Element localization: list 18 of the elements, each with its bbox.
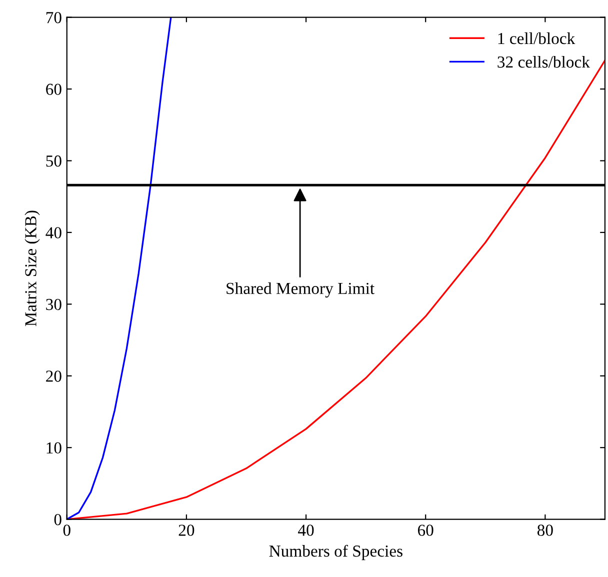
annotation: Shared Memory Limit [226,282,374,298]
y-tick-label: 40 [46,227,62,238]
x-tick-label: 80 [537,524,553,536]
legend-label: 32 cells/block [498,56,590,68]
x-tick-label: 40 [298,524,314,536]
y-axis-title: Matrix Size (KB) [24,210,40,326]
x-tick-label: 0 [63,524,70,536]
x-tick-label: 60 [418,524,434,536]
legend-label: 1 cell/block [498,32,576,44]
y-tick-label: 50 [46,155,62,167]
y-tick-label: 0 [54,514,62,526]
x-axis-title: Numbers of Species [269,544,402,560]
y-tick-label: 70 [46,12,62,24]
y-tick-label: 60 [46,84,62,95]
x-tick-label: 20 [178,524,194,536]
y-tick-label: 10 [46,442,62,454]
y-tick-label: 30 [46,298,62,310]
y-tick-label: 20 [46,370,62,382]
